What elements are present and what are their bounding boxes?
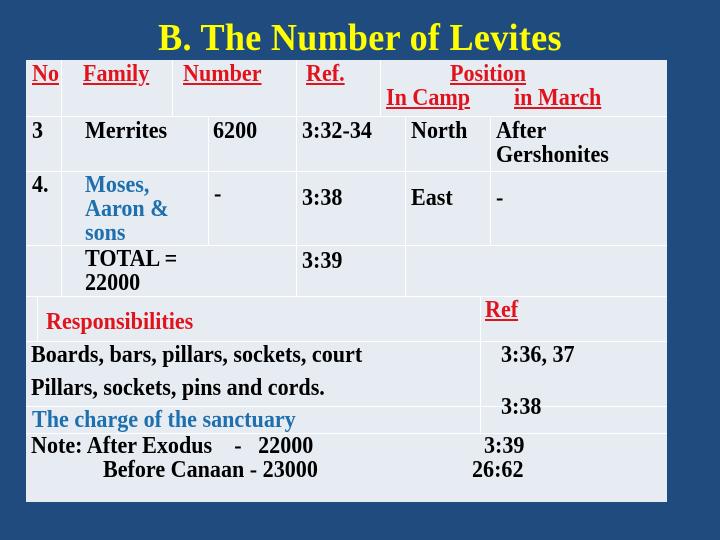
cell-family: Moses, bbox=[85, 172, 150, 198]
total-label: TOTAL = bbox=[85, 246, 178, 272]
total-value: 22000 bbox=[85, 270, 141, 296]
header-position: Position bbox=[450, 61, 527, 87]
header-family: Family bbox=[83, 61, 150, 87]
cell-family: sons bbox=[85, 220, 126, 246]
note-ref: 26:62 bbox=[472, 457, 524, 483]
cell-camp: East bbox=[411, 185, 453, 211]
divider bbox=[172, 60, 173, 116]
cell-ref: 3:32-34 bbox=[302, 118, 372, 144]
header-ref: Ref. bbox=[306, 61, 345, 87]
header-number: Number bbox=[183, 61, 262, 87]
cell-march: - bbox=[496, 185, 504, 211]
divider bbox=[37, 296, 38, 341]
cell-no: 4. bbox=[32, 172, 49, 198]
divider bbox=[26, 296, 667, 297]
cell-march: After bbox=[496, 118, 547, 144]
note-line: Note: After Exodus - 22000 bbox=[31, 433, 314, 459]
responsibilities-header: Responsibilities bbox=[46, 309, 194, 335]
divider bbox=[208, 116, 209, 245]
divider bbox=[61, 60, 62, 296]
header-no: No bbox=[32, 61, 59, 87]
divider bbox=[26, 116, 667, 117]
cell-march: Gershonites bbox=[496, 142, 609, 168]
cell-ref: 3:38 bbox=[302, 185, 343, 211]
responsibility-ref: 3:36, 37 bbox=[501, 342, 575, 368]
divider bbox=[26, 245, 667, 246]
cell-family: Aaron & bbox=[85, 196, 169, 222]
divider bbox=[26, 406, 667, 407]
cell-camp: North bbox=[411, 118, 468, 144]
divider bbox=[296, 60, 297, 296]
responsibility-item: The charge of the sanctuary bbox=[32, 407, 296, 433]
responsibility-item: Boards, bars, pillars, sockets, court bbox=[31, 342, 363, 368]
divider bbox=[26, 171, 667, 172]
cell-family: Merrites bbox=[85, 118, 168, 144]
divider bbox=[490, 116, 491, 245]
divider bbox=[380, 60, 381, 116]
header-in-march: in March bbox=[514, 85, 602, 111]
note-ref: 3:39 bbox=[484, 433, 525, 459]
note-line: Before Canaan - 23000 bbox=[103, 457, 318, 483]
divider bbox=[405, 116, 406, 296]
responsibility-ref: 3:38 bbox=[501, 394, 542, 420]
responsibilities-ref-header: Ref bbox=[485, 297, 519, 323]
content-panel: No Family Number Ref. Position In Camp i… bbox=[26, 60, 667, 502]
divider bbox=[480, 296, 481, 433]
cell-number: - bbox=[214, 181, 222, 207]
cell-ref: 3:39 bbox=[302, 248, 343, 274]
responsibility-item: Pillars, sockets, pins and cords. bbox=[31, 375, 325, 401]
slide-title: B. The Number of Levites bbox=[158, 17, 562, 59]
divider bbox=[26, 433, 667, 434]
header-in-camp: In Camp bbox=[386, 85, 471, 111]
divider bbox=[26, 341, 667, 342]
cell-no: 3 bbox=[32, 118, 44, 144]
cell-number: 6200 bbox=[213, 118, 258, 144]
